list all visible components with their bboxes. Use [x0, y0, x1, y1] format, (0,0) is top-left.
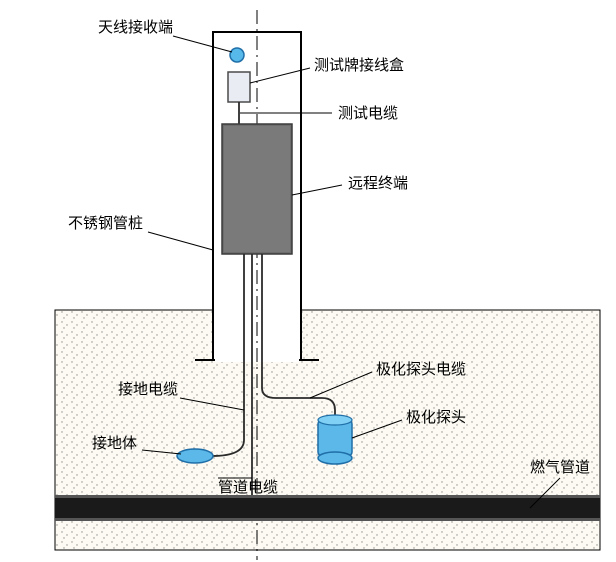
antenna-receiver: [230, 48, 244, 62]
label-pipeline: 燃气管道: [530, 458, 590, 476]
label-pile: 不锈钢管桩: [68, 215, 143, 232]
label-antenna: 天线接收端: [98, 19, 173, 36]
label-test-cable: 测试电缆: [338, 105, 398, 122]
label-probe-cable: 极化探头电缆: [376, 361, 466, 378]
remote-terminal-inner: [224, 126, 290, 252]
label-pipe-cable: 管道电缆: [218, 479, 278, 496]
label-remote: 远程终端: [348, 175, 408, 192]
polarization-probe: [318, 415, 352, 464]
label-ground-body: 接地体: [92, 435, 137, 452]
label-ground-cable: 接地电缆: [118, 381, 178, 398]
ground-body: [177, 449, 213, 463]
pipeline-top-edge: [55, 495, 600, 498]
junction-box: [228, 72, 250, 102]
leader-pile: [148, 232, 213, 250]
label-junction: 测试牌接线盒: [314, 57, 404, 74]
gas-pipeline: [55, 495, 600, 521]
pipeline-bottom-edge: [55, 518, 600, 521]
label-probe: 极化探头: [406, 409, 466, 426]
